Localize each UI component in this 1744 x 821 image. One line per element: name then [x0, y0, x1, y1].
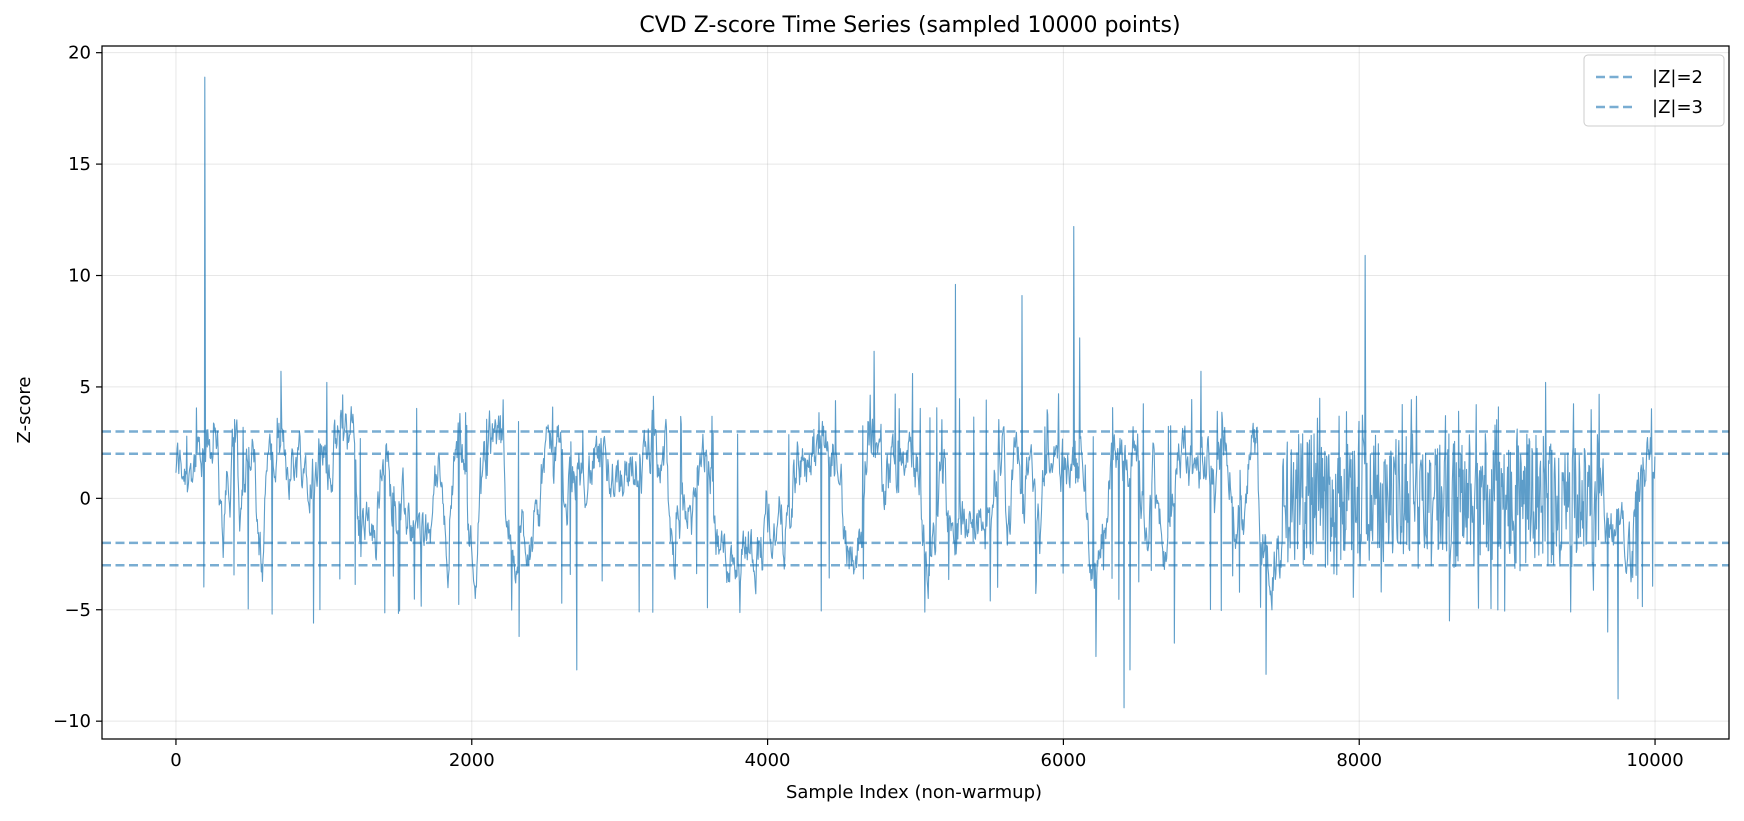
y-tick-label: −5 [64, 600, 91, 621]
y-tick-label: 10 [68, 266, 91, 287]
grid [102, 46, 1729, 739]
y-tick-label: 5 [80, 377, 91, 398]
y-axis-ticks: −10 −5 0 5 10 15 20 [53, 43, 102, 732]
y-tick-label: −10 [53, 711, 91, 732]
legend-label: |Z|=3 [1652, 97, 1703, 118]
plot-frame [101, 45, 1730, 740]
x-tick-label: 0 [170, 750, 181, 771]
legend-box [1583, 54, 1725, 127]
y-axis-label: Z-score [14, 377, 35, 444]
x-axis-ticks: 0 2000 4000 6000 8000 10000 [170, 739, 1684, 771]
y-tick-label: 15 [68, 154, 91, 175]
x-axis-label: Sample Index (non-warmup) [786, 782, 1042, 803]
x-tick-label: 8000 [1336, 750, 1382, 771]
x-tick-label: 2000 [449, 750, 495, 771]
y-tick-label: 20 [68, 43, 91, 64]
chart-title: CVD Z-score Time Series (sampled 10000 p… [639, 13, 1180, 38]
y-tick-label: 0 [80, 488, 91, 509]
legend-label: |Z|=2 [1652, 67, 1703, 88]
x-tick-label: 6000 [1041, 750, 1087, 771]
legend: |Z|=2 |Z|=3 [1583, 54, 1725, 127]
zscore-series-line [175, 76, 1656, 709]
x-tick-label: 4000 [745, 750, 791, 771]
x-tick-label: 10000 [1626, 750, 1683, 771]
series-layer [175, 76, 1656, 709]
